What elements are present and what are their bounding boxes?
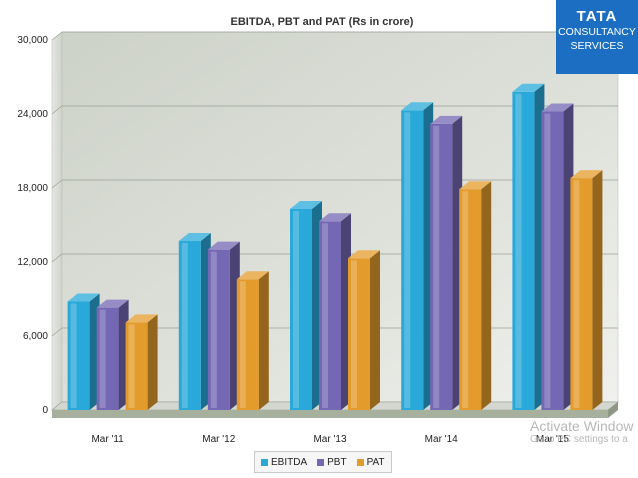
bar-ebitda[interactable] <box>401 102 434 411</box>
bar-top <box>67 293 100 302</box>
legend-label-pat: PAT <box>366 456 385 468</box>
legend-swatch-pat <box>356 458 364 466</box>
y-tick-label: 24,000 <box>17 109 48 120</box>
x-tick-label: Mar '11 <box>91 434 124 445</box>
bar-pat[interactable] <box>348 250 380 410</box>
bar-highlight <box>433 125 440 408</box>
bar-highlight <box>293 210 299 408</box>
bar-highlight <box>181 243 188 408</box>
y-axis: 0 6,000 12,000 18,000 24,000 30,000 <box>17 35 48 416</box>
floor-side <box>608 402 618 418</box>
legend-item-ebitda[interactable]: EBITDA <box>261 457 307 468</box>
bar-ebitda[interactable] <box>67 293 100 410</box>
bar-top <box>401 102 434 111</box>
bar-highlight <box>210 251 217 408</box>
watermark-line-2: Go to PC settings to a <box>530 434 628 445</box>
bar-highlight <box>462 191 469 408</box>
bar-highlight <box>322 223 328 408</box>
bar-pbt[interactable] <box>207 241 240 410</box>
gridline-side <box>51 105 63 115</box>
floor-edge <box>52 410 608 418</box>
bar-top <box>96 299 129 308</box>
watermark-line-1: Activate Window <box>530 418 634 434</box>
legend-item-pbt[interactable]: PBT <box>317 456 347 468</box>
bar-top <box>236 271 269 280</box>
x-tick-label: Mar '12 <box>202 434 235 445</box>
bar-highlight <box>404 112 411 409</box>
legend-label-pbt: PBT <box>327 456 347 468</box>
bar-top <box>430 115 463 124</box>
y-tick-label: 30,000 <box>17 35 48 46</box>
legend-swatch-ebitda <box>261 458 268 466</box>
legend: EBITDA PBT PAT <box>254 451 392 473</box>
bar-top <box>125 314 158 323</box>
bar-top <box>459 181 492 190</box>
bar-side <box>592 170 603 410</box>
legend-swatch-pbt <box>317 458 325 466</box>
bar-top <box>319 213 351 222</box>
bar-highlight <box>573 180 580 408</box>
bar-top <box>541 103 574 112</box>
chart-title: EBITDA, PBT and PAT (Rs in crore) <box>231 16 414 28</box>
bar-highlight <box>99 309 106 408</box>
x-tick-label: Mar '14 <box>425 434 458 445</box>
y-tick-label: 6,000 <box>23 331 48 342</box>
bar-top <box>512 83 545 92</box>
bar-side <box>370 250 380 410</box>
legend-item-pat[interactable]: PAT <box>356 456 385 468</box>
bar-pbt[interactable] <box>319 213 351 410</box>
bar-highlight <box>515 93 522 409</box>
tata-logo: TATA CONSULTANCY SERVICES <box>556 0 638 74</box>
x-axis: Mar '11 Mar '12 Mar '13 Mar '14 Mar '15 <box>91 434 569 445</box>
bar-pat[interactable] <box>125 314 158 410</box>
gridline-side <box>51 179 63 189</box>
bar-pbt[interactable] <box>430 115 463 410</box>
bar-highlight <box>544 113 551 409</box>
logo-line-1: CONSULTANCY <box>558 26 636 38</box>
bar-top <box>207 241 240 250</box>
bar-side <box>147 314 158 410</box>
bar-pat[interactable] <box>459 181 492 410</box>
bar-top <box>570 170 603 179</box>
legend-label-ebitda: EBITDA <box>271 456 308 468</box>
gridline-side <box>51 327 63 337</box>
bar-pbt[interactable] <box>96 299 129 410</box>
bar-side <box>258 271 269 410</box>
bar-pbt[interactable] <box>541 103 574 411</box>
bar-highlight <box>70 303 77 408</box>
bar-ebitda[interactable] <box>178 233 211 410</box>
y-tick-label: 18,000 <box>17 183 48 194</box>
bar-highlight <box>239 281 246 408</box>
logo-word: TATA <box>576 8 618 25</box>
y-tick-label: 12,000 <box>17 257 48 268</box>
bar-top <box>348 250 380 259</box>
bar-ebitda[interactable] <box>290 200 322 410</box>
y-tick-label: 0 <box>42 405 48 416</box>
gridline-side <box>51 253 63 263</box>
bars <box>67 83 603 411</box>
x-tick-label: Mar '13 <box>313 434 346 445</box>
bar-highlight <box>128 324 135 408</box>
bar-side <box>481 181 492 410</box>
gridline-side <box>51 31 63 41</box>
bar-ebitda[interactable] <box>512 83 545 411</box>
bar-pat[interactable] <box>570 170 603 410</box>
x-tick-label: Mar '15 <box>536 434 569 445</box>
activation-watermark: Activate Window Go to PC settings to a <box>530 418 633 445</box>
side-wall <box>51 31 63 411</box>
bar-top <box>290 200 322 209</box>
logo-line-2: SERVICES <box>570 40 624 52</box>
bar-pat[interactable] <box>236 271 269 410</box>
bar-top <box>178 233 211 242</box>
bar-highlight <box>351 260 357 408</box>
